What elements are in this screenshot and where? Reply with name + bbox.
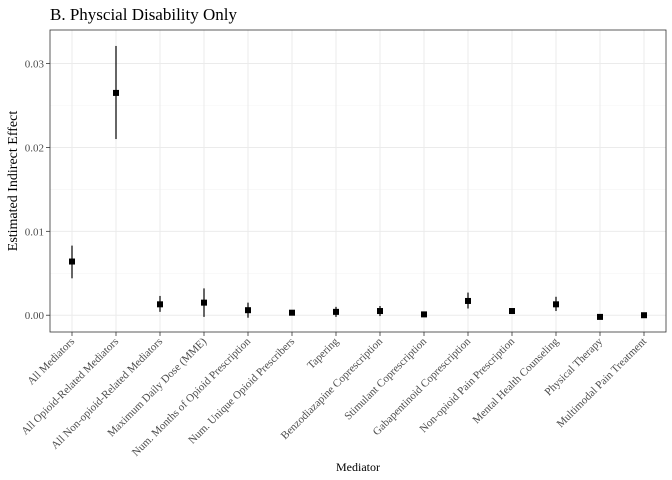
x-axis-title: Mediator — [336, 460, 380, 474]
x-tick-label: Multimodal Pain Treatment — [555, 336, 649, 430]
y-tick-label: 0.02 — [25, 142, 44, 154]
estimate-point — [465, 297, 471, 304]
x-tick-label: Mental Health Counseling — [471, 335, 562, 426]
estimate-point — [421, 311, 427, 318]
y-tick-label: 0.00 — [25, 310, 45, 322]
data-marks — [69, 45, 647, 320]
estimate-point — [201, 299, 207, 306]
plot-panel — [49, 29, 667, 333]
estimate-point — [289, 309, 295, 316]
estimate-point — [113, 89, 119, 96]
estimate-point — [509, 308, 515, 315]
x-tick-label: Tapering — [305, 335, 341, 371]
x-tick-label: Stimulant Coprescription — [342, 335, 429, 422]
gridlines — [50, 30, 666, 332]
y-tick-label: 0.03 — [25, 59, 45, 71]
estimate-point — [641, 312, 647, 319]
y-axis: 0.00 0.01 0.02 0.03 — [25, 59, 50, 322]
estimate-point — [157, 301, 163, 308]
y-tick-label: 0.01 — [25, 226, 44, 238]
estimate-point — [69, 258, 75, 265]
y-axis-title: Estimated Indirect Effect — [6, 111, 21, 252]
chart-title: B. Physcial Disability Only — [50, 5, 238, 24]
estimate-point — [245, 307, 251, 314]
estimate-point — [377, 308, 383, 315]
estimate-point — [333, 308, 339, 315]
estimate-point — [553, 301, 559, 308]
estimate-point — [597, 313, 603, 320]
